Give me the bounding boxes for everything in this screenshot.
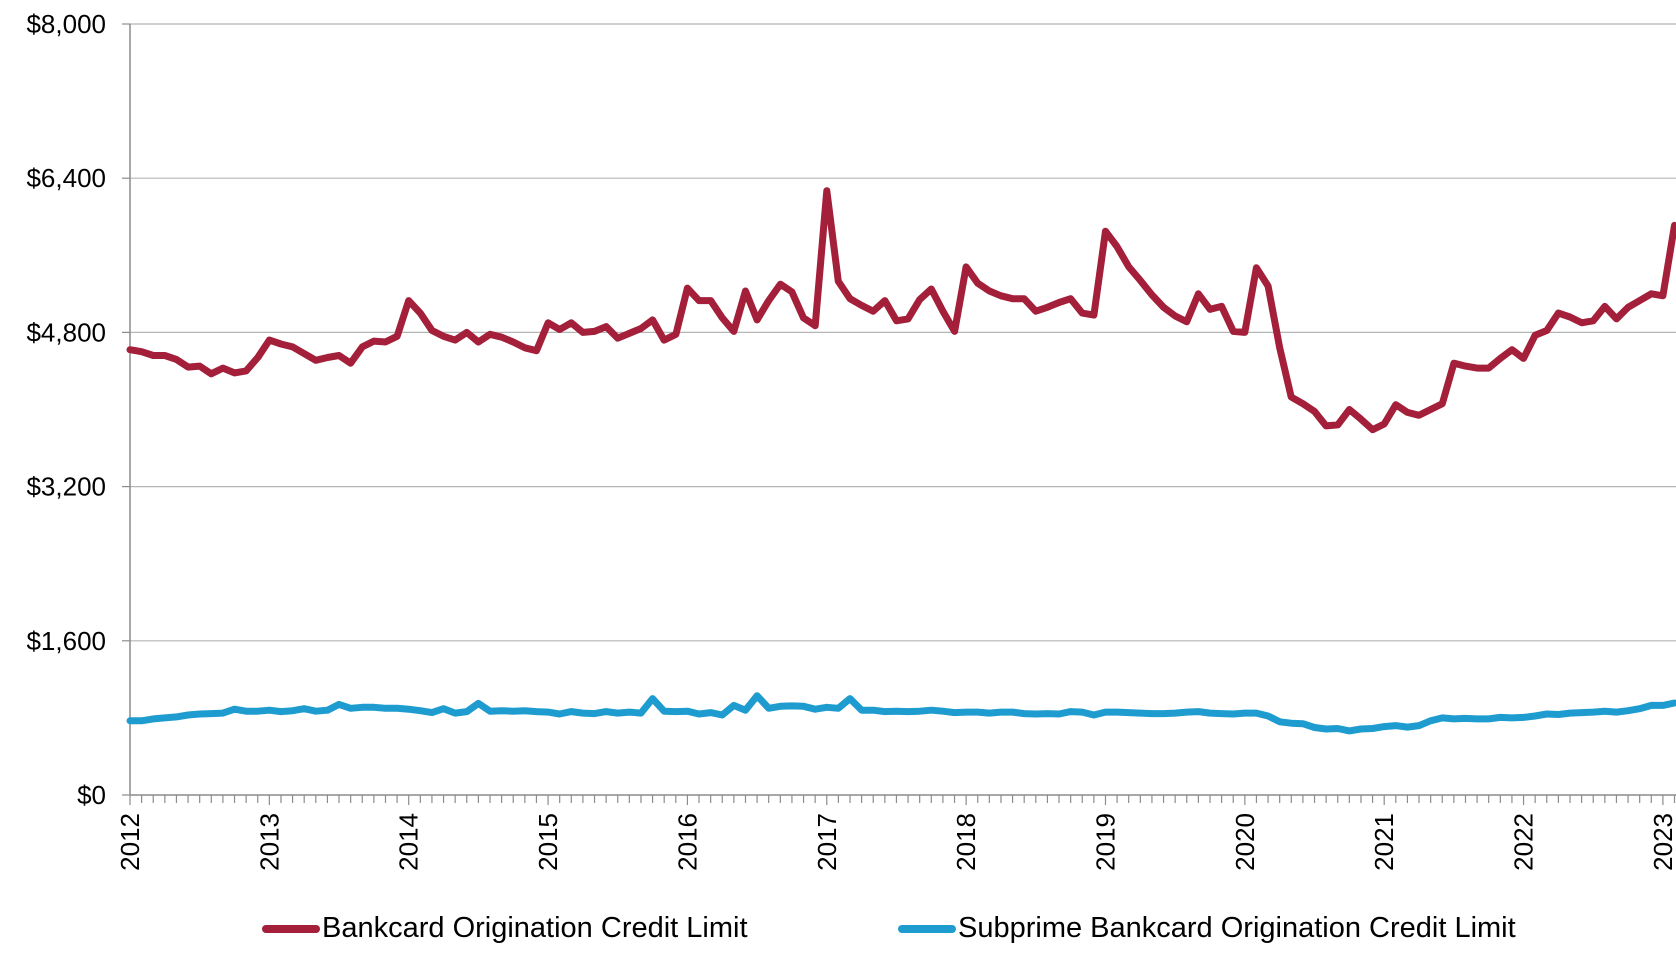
- axes: [129, 24, 1676, 796]
- x-tick-label: 2013: [254, 813, 284, 871]
- y-tick-label: $4,800: [26, 317, 106, 347]
- y-axis-ticks: $0 $1,600 $3,200 $4,800 $6,400 $8,000: [26, 9, 130, 810]
- legend-label-subprime: Subprime Bankcard Origination Credit Lim…: [958, 912, 1516, 944]
- y-tick-label: $8,000: [26, 9, 106, 39]
- x-tick-label: 2018: [951, 813, 981, 871]
- legend-item-subprime: Subprime Bankcard Origination Credit Lim…: [898, 912, 1516, 945]
- x-tick-label: 2012: [115, 813, 145, 871]
- series-line-subprime: [126, 692, 1676, 735]
- legend: Bankcard Origination Credit Limit Subpri…: [0, 912, 1676, 954]
- legend-swatch-subprime: [898, 924, 956, 933]
- legend-label-bankcard: Bankcard Origination Credit Limit: [322, 912, 748, 944]
- x-tick-label: 2020: [1230, 813, 1260, 871]
- legend-item-bankcard: Bankcard Origination Credit Limit: [262, 912, 748, 945]
- x-tick-label: 2019: [1090, 813, 1120, 871]
- y-tick-label: $1,600: [26, 626, 106, 656]
- x-axis-ticks: 2012 2013 2014 2015 2016 2017 2018 2019 2020 2021…: [115, 795, 1676, 871]
- x-tick-label: 2022: [1509, 813, 1539, 871]
- x-tick-label: 2021: [1369, 813, 1399, 871]
- gridlines: [130, 23, 1676, 642]
- x-tick-label: 2014: [394, 813, 424, 871]
- x-tick-label: 2016: [672, 813, 702, 871]
- x-tick-label: 2015: [533, 813, 563, 871]
- x-tick-label: 2023: [1648, 813, 1676, 871]
- legend-swatch-bankcard: [262, 924, 320, 933]
- line-chart: $0$1,600$3,200$4,800$6,400$8,000 2012 201…: [26, 9, 1676, 871]
- x-tick-label: 2017: [812, 813, 842, 871]
- y-tick-label: $0: [77, 780, 106, 810]
- series-line-bankcard: [126, 187, 1676, 434]
- y-tick-label: $6,400: [26, 163, 106, 193]
- y-tick-label: $3,200: [26, 472, 106, 502]
- series-lines: [126, 187, 1676, 735]
